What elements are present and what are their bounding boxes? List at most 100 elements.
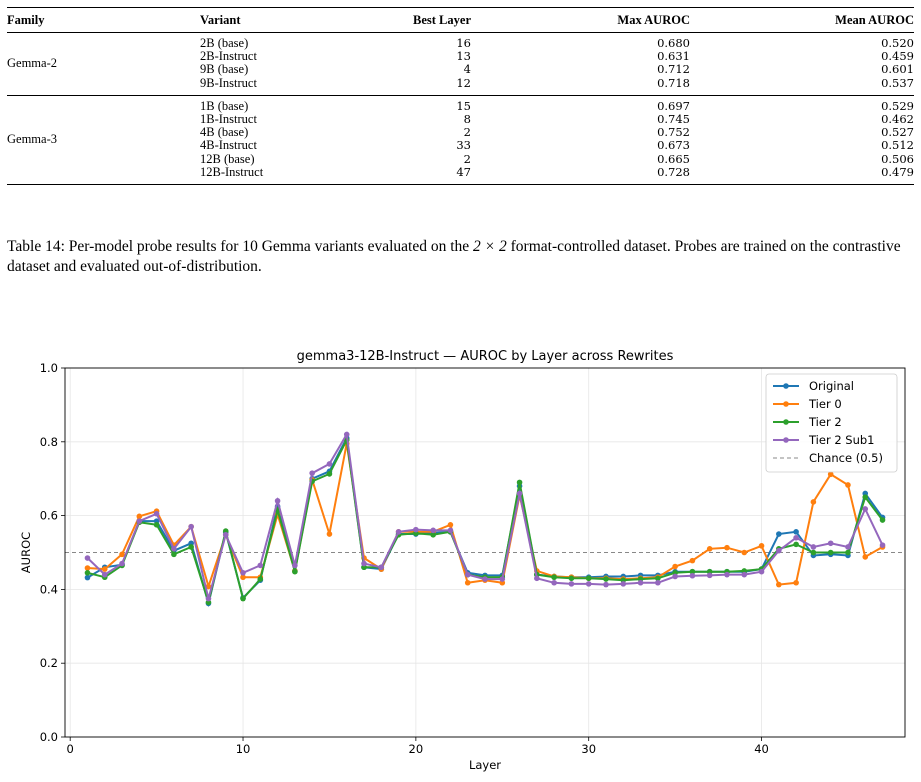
y-tick-label: 0.0 [40, 730, 58, 744]
best-layer-cell: 2 [463, 151, 471, 166]
data-point [672, 573, 678, 580]
max-auroc-cell: 0.745 [657, 111, 690, 126]
data-point [326, 471, 333, 477]
variant-cell: 1B (base) [200, 98, 249, 113]
data-point [672, 563, 678, 570]
data-point [240, 569, 246, 576]
data-point [534, 575, 540, 582]
data-point [188, 544, 194, 550]
data-point [101, 571, 108, 578]
max-auroc-cell: 0.697 [657, 98, 690, 113]
table-row: 1B-Instruct 8 0.745 0.462 [7, 111, 914, 126]
data-point [378, 564, 385, 571]
family-label: Gemma-3 [7, 132, 57, 147]
data-point [862, 554, 869, 560]
data-point [274, 498, 281, 504]
data-point [827, 540, 834, 547]
data-point [620, 581, 627, 587]
data-point [395, 529, 402, 535]
max-auroc-cell: 0.718 [657, 75, 690, 90]
legend-item: Tier 0 [773, 397, 842, 411]
data-point [188, 523, 194, 530]
data-point [309, 470, 315, 476]
best-layer-cell: 2 [463, 125, 471, 140]
auroc-line-chart: 0 10 20 30 40 0.0 0.2 0.4 0.6 0.8 1.0 gemma3-12B-I… [19, 349, 906, 772]
best-layer-cell: 13 [456, 49, 471, 64]
legend-label: Chance (0.5) [809, 451, 883, 465]
data-point [741, 549, 748, 556]
max-auroc-cell: 0.631 [657, 49, 690, 64]
data-point [827, 471, 834, 478]
data-point [499, 576, 506, 582]
data-point [171, 546, 177, 552]
mean-auroc-cell: 0.527 [881, 125, 914, 140]
legend-marker [783, 419, 789, 425]
table-body: Gemma-2 2B (base) 16 0.680 0.520 2B-Instruct 1… [7, 33, 914, 184]
data-point [655, 579, 661, 586]
caption-prefix: Table 14: Per-model probe results for 10… [7, 238, 474, 255]
data-point [879, 542, 886, 548]
mean-auroc-cell: 0.506 [881, 151, 914, 166]
data-point [568, 581, 575, 587]
data-point [326, 531, 333, 537]
data-point [706, 546, 713, 552]
data-point [84, 555, 91, 561]
group-rule [7, 94, 914, 96]
data-point [447, 527, 454, 534]
plot-frame [64, 367, 906, 738]
data-point [464, 571, 471, 578]
legend-item: Tier 2 Sub1 [773, 433, 875, 447]
chart-series [84, 431, 886, 608]
data-point [84, 565, 91, 571]
mean-auroc-cell: 0.601 [881, 62, 914, 77]
data-point [810, 544, 817, 550]
data-point [136, 518, 143, 524]
max-auroc-cell: 0.673 [657, 138, 690, 153]
legend-label: Tier 2 Sub1 [808, 433, 875, 447]
header-family: Family [7, 13, 45, 27]
table-row: 1B (base) 15 0.697 0.529 [7, 98, 914, 113]
data-point [136, 513, 143, 520]
variant-cell: 12B-Instruct [200, 164, 264, 179]
table-row: 12B-Instruct 47 0.728 0.479 [7, 164, 914, 179]
legend-marker [783, 437, 789, 443]
data-point [862, 494, 869, 500]
results-table: Family Variant Best Layer Max AUROC Mean… [7, 7, 914, 185]
variant-cell: 9B (base) [200, 62, 249, 77]
data-point [655, 575, 661, 582]
data-point [551, 579, 557, 586]
data-point [516, 479, 523, 486]
data-point [724, 544, 730, 551]
data-point [119, 551, 125, 558]
data-point [689, 568, 696, 575]
y-tick-label: 0.4 [40, 582, 58, 596]
table-row: 12B (base) 2 0.665 0.506 [7, 151, 914, 166]
x-tick-label: 40 [754, 742, 769, 756]
table-caption: Table 14: Per-model probe results for 10… [7, 237, 914, 277]
data-point [205, 583, 212, 590]
max-auroc-cell: 0.752 [657, 125, 690, 140]
best-layer-cell: 16 [456, 36, 471, 50]
data-point [603, 576, 609, 582]
table-row: 9B (base) 4 0.712 0.601 [7, 63, 914, 76]
family-label: Gemma-2 [7, 56, 57, 71]
header-max-auroc: Max AUROC [617, 13, 690, 27]
family-group: Gemma-2 2B (base) 16 0.680 0.520 2B-Instruct 1… [7, 33, 914, 95]
data-point [793, 541, 799, 548]
data-point [776, 581, 782, 588]
data-point [430, 527, 436, 534]
data-point [84, 569, 91, 576]
data-point [776, 547, 782, 554]
variant-cell: 4B (base) [200, 125, 249, 140]
legend-label: Tier 0 [808, 397, 842, 411]
mean-auroc-cell: 0.462 [881, 111, 914, 126]
data-point [810, 549, 817, 556]
x-tick-label: 10 [236, 742, 251, 756]
data-point [257, 562, 264, 569]
data-point [793, 534, 799, 541]
y-axis-label: AUROC [19, 532, 33, 573]
data-point [361, 560, 367, 567]
x-axis-label: Layer [469, 758, 501, 772]
max-auroc-cell: 0.680 [657, 36, 690, 50]
table-bottom-rule [7, 183, 914, 185]
